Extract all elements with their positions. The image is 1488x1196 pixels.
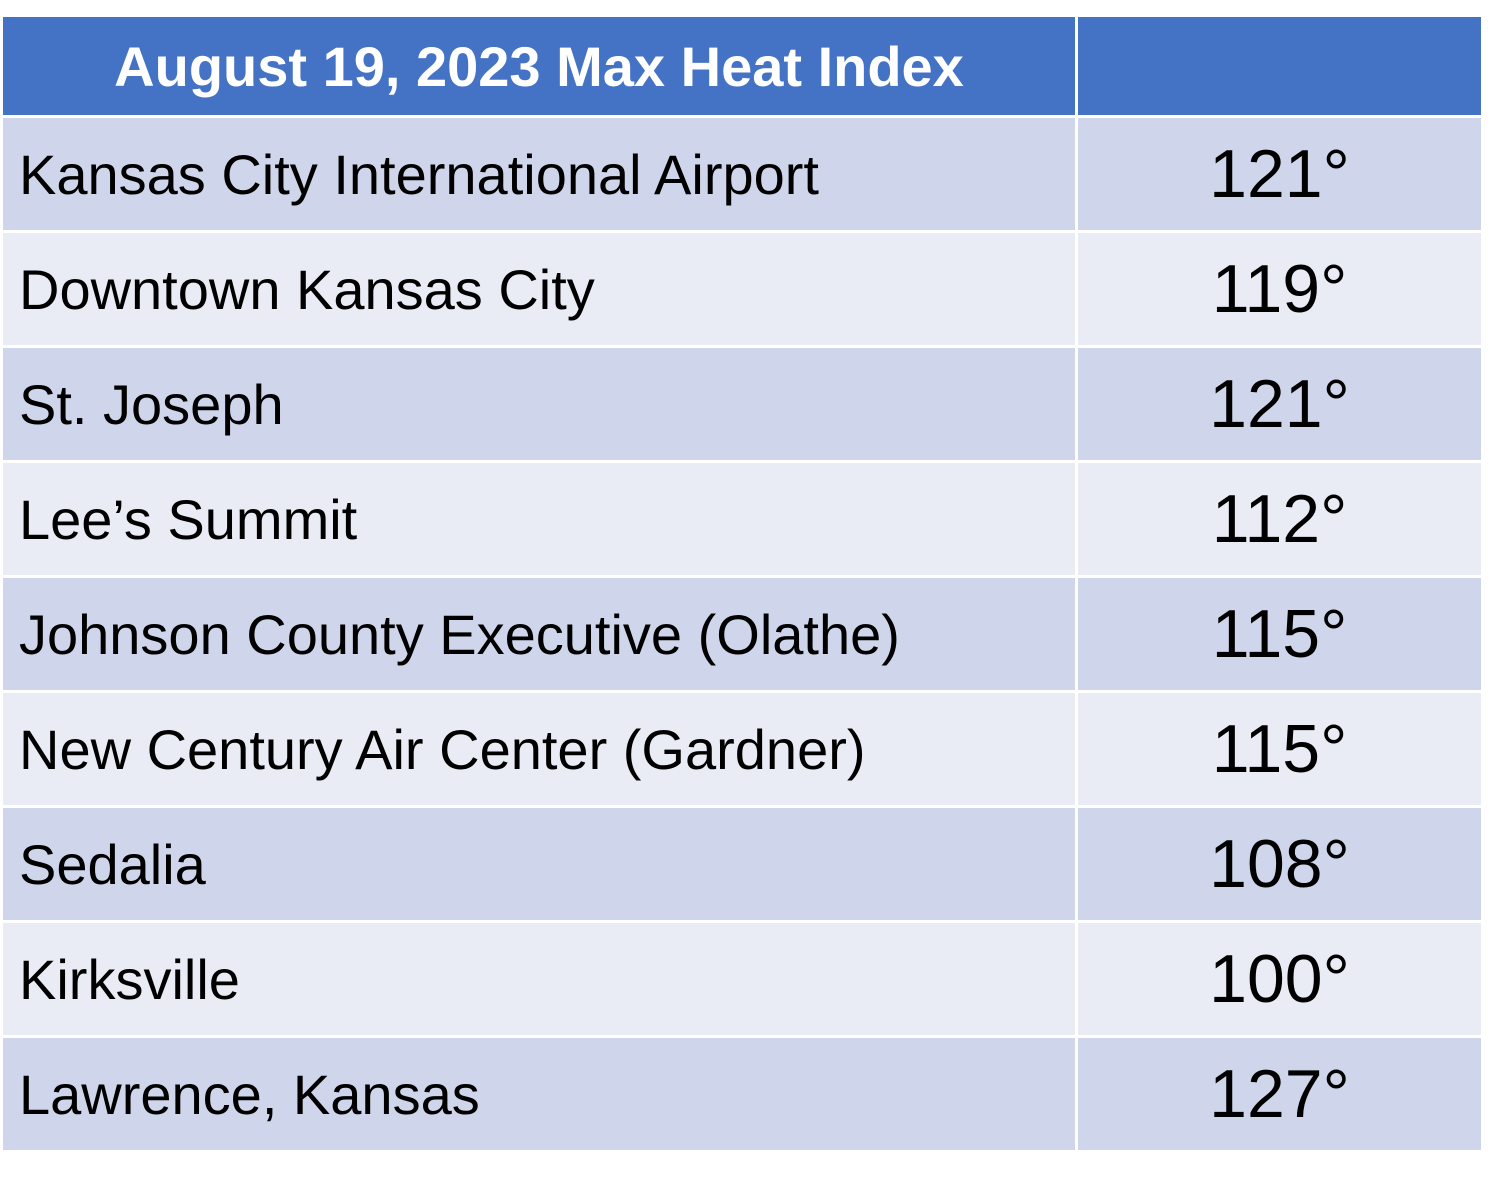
- table-row: Downtown Kansas City 119°: [0, 233, 1484, 348]
- heat-index-table: August 19, 2023 Max Heat Index Kansas Ci…: [0, 14, 1484, 1153]
- location-cell: New Century Air Center (Gardner): [0, 693, 1078, 808]
- heat-index-cell: 108°: [1078, 808, 1484, 923]
- location-cell: Lee’s Summit: [0, 463, 1078, 578]
- heat-index-cell: 100°: [1078, 923, 1484, 1038]
- heat-index-cell: 121°: [1078, 118, 1484, 233]
- heat-index-cell: 119°: [1078, 233, 1484, 348]
- heat-index-cell: 115°: [1078, 578, 1484, 693]
- header-row: August 19, 2023 Max Heat Index: [0, 14, 1484, 118]
- location-cell: Sedalia: [0, 808, 1078, 923]
- location-cell: Johnson County Executive (Olathe): [0, 578, 1078, 693]
- table-row: Lee’s Summit 112°: [0, 463, 1484, 578]
- table-row: Kansas City International Airport 121°: [0, 118, 1484, 233]
- table-body: Kansas City International Airport 121° D…: [0, 118, 1484, 1153]
- table-row: Johnson County Executive (Olathe) 115°: [0, 578, 1484, 693]
- table-row: Sedalia 108°: [0, 808, 1484, 923]
- location-cell: Lawrence, Kansas: [0, 1038, 1078, 1153]
- table-row: St. Joseph 121°: [0, 348, 1484, 463]
- table-row: Lawrence, Kansas 127°: [0, 1038, 1484, 1153]
- table-header: August 19, 2023 Max Heat Index: [0, 14, 1484, 118]
- heat-index-cell: 112°: [1078, 463, 1484, 578]
- location-cell: Kansas City International Airport: [0, 118, 1078, 233]
- heat-index-cell: 115°: [1078, 693, 1484, 808]
- header-value-column: [1078, 14, 1484, 118]
- header-title: August 19, 2023 Max Heat Index: [0, 14, 1078, 118]
- location-cell: Downtown Kansas City: [0, 233, 1078, 348]
- location-cell: Kirksville: [0, 923, 1078, 1038]
- location-cell: St. Joseph: [0, 348, 1078, 463]
- heat-index-cell: 121°: [1078, 348, 1484, 463]
- table-row: Kirksville 100°: [0, 923, 1484, 1038]
- table-row: New Century Air Center (Gardner) 115°: [0, 693, 1484, 808]
- heat-index-cell: 127°: [1078, 1038, 1484, 1153]
